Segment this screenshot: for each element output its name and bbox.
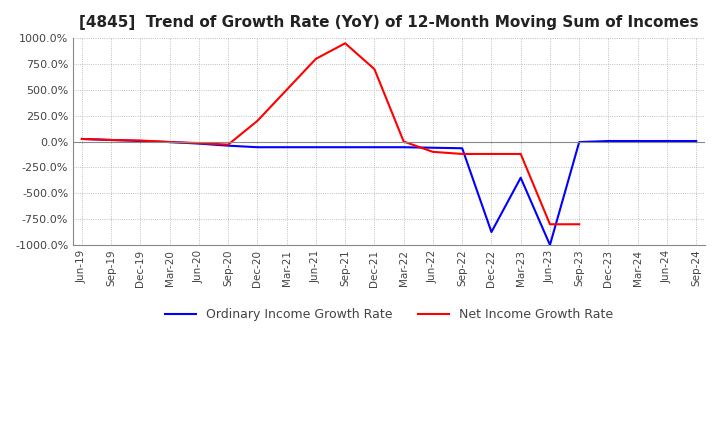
Ordinary Income Growth Rate xyxy=(224,143,233,148)
Net Income Growth Rate xyxy=(428,149,437,154)
Ordinary Income Growth Rate xyxy=(107,137,115,143)
Line: Net Income Growth Rate: Net Income Growth Rate xyxy=(82,43,579,224)
Net Income Growth Rate xyxy=(370,66,379,72)
Net Income Growth Rate xyxy=(136,138,145,143)
Ordinary Income Growth Rate xyxy=(341,145,349,150)
Ordinary Income Growth Rate xyxy=(400,145,408,150)
Title: [4845]  Trend of Growth Rate (YoY) of 12-Month Moving Sum of Incomes: [4845] Trend of Growth Rate (YoY) of 12-… xyxy=(79,15,699,30)
Ordinary Income Growth Rate xyxy=(458,146,467,151)
Net Income Growth Rate xyxy=(166,139,174,145)
Net Income Growth Rate xyxy=(107,137,115,143)
Ordinary Income Growth Rate xyxy=(253,145,262,150)
Ordinary Income Growth Rate xyxy=(546,242,554,248)
Net Income Growth Rate xyxy=(253,118,262,124)
Net Income Growth Rate xyxy=(78,136,86,142)
Ordinary Income Growth Rate xyxy=(604,138,613,143)
Net Income Growth Rate xyxy=(400,139,408,144)
Ordinary Income Growth Rate xyxy=(692,138,701,143)
Net Income Growth Rate xyxy=(458,151,467,157)
Net Income Growth Rate xyxy=(487,151,496,157)
Ordinary Income Growth Rate xyxy=(312,145,320,150)
Ordinary Income Growth Rate xyxy=(428,145,437,150)
Ordinary Income Growth Rate xyxy=(516,175,525,180)
Ordinary Income Growth Rate xyxy=(166,139,174,145)
Net Income Growth Rate xyxy=(546,222,554,227)
Ordinary Income Growth Rate xyxy=(78,136,86,142)
Net Income Growth Rate xyxy=(341,40,349,46)
Ordinary Income Growth Rate xyxy=(487,229,496,235)
Line: Ordinary Income Growth Rate: Ordinary Income Growth Rate xyxy=(82,139,696,245)
Net Income Growth Rate xyxy=(575,222,583,227)
Net Income Growth Rate xyxy=(516,151,525,157)
Ordinary Income Growth Rate xyxy=(282,145,291,150)
Ordinary Income Growth Rate xyxy=(634,138,642,143)
Ordinary Income Growth Rate xyxy=(136,138,145,143)
Legend: Ordinary Income Growth Rate, Net Income Growth Rate: Ordinary Income Growth Rate, Net Income … xyxy=(160,303,618,326)
Ordinary Income Growth Rate xyxy=(662,138,671,143)
Ordinary Income Growth Rate xyxy=(575,139,583,145)
Net Income Growth Rate xyxy=(282,87,291,92)
Net Income Growth Rate xyxy=(224,142,233,147)
Net Income Growth Rate xyxy=(194,140,203,146)
Ordinary Income Growth Rate xyxy=(194,141,203,146)
Net Income Growth Rate xyxy=(312,56,320,62)
Ordinary Income Growth Rate xyxy=(370,145,379,150)
